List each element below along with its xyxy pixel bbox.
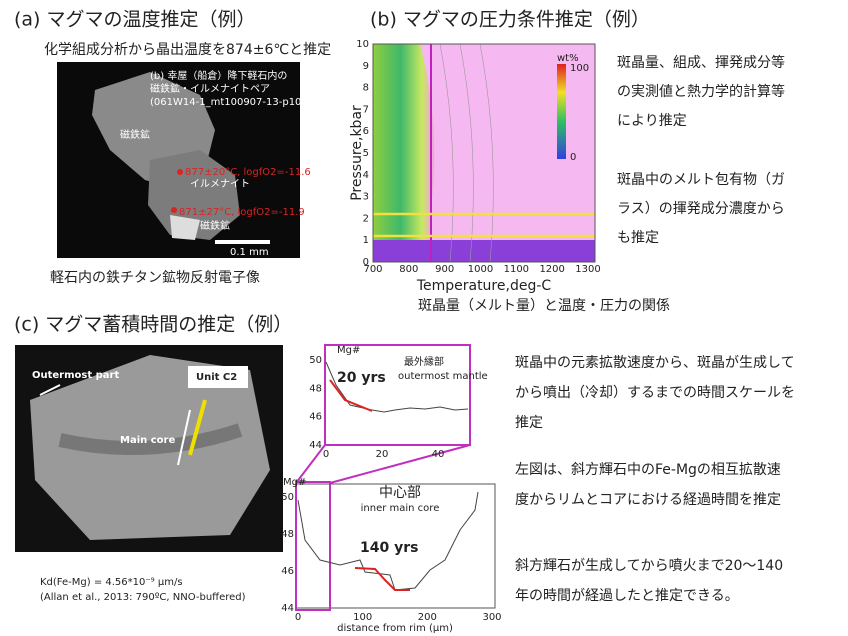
x-tick-label: 20 — [376, 449, 389, 460]
note-text: により推定 — [617, 113, 687, 129]
annotation: 20 yrs — [337, 370, 386, 386]
x-tick-label: 0 — [323, 449, 329, 460]
sem-image — [57, 62, 300, 258]
note-text: 斑晶量、組成、揮発成分等 — [617, 54, 785, 71]
image-label: 871±27°C, logfO2=-11.9 — [179, 207, 305, 218]
note-text: から噴出（冷却）するまでの時間スケールを — [515, 385, 795, 401]
zone-label: inner main core — [361, 503, 440, 514]
note-text: 斑晶中の元素拡散速度から、斑晶が生成して — [515, 355, 795, 371]
note-text: 年の時間が経過したと推定できる。 — [515, 588, 739, 604]
image-label: (061W14-1_mt100907-13-p10) — [150, 97, 305, 108]
note-text: の実測値と熱力学的計算等 — [617, 83, 785, 100]
y-tick-label: 44 — [309, 440, 322, 451]
y-tick-label: 6 — [363, 126, 369, 137]
image-label: Main core — [120, 435, 175, 446]
x-tick-label: 900 — [435, 264, 454, 275]
x-tick-label: 40 — [432, 449, 445, 460]
y-tick-label: 2 — [363, 213, 369, 224]
y-tick-label: 50 — [309, 355, 322, 366]
y-tick-label: 0 — [363, 257, 369, 268]
note-text: 推定 — [515, 415, 543, 431]
x-tick-label: 300 — [482, 612, 501, 623]
y-tick-label: 8 — [363, 83, 369, 94]
y-tick-label: 7 — [363, 104, 369, 115]
note-text: 左図は、斜方輝石中のFe-Mgの相互拡散速 — [515, 462, 781, 478]
image-label: イルメナイト — [190, 178, 250, 190]
kd-text: Kd(Fe-Mg) = 4.56*10⁻⁹ μm/s — [40, 577, 183, 588]
image-label: 磁鉄鉱 — [200, 219, 230, 232]
image-label: (b) 幸屋（船倉）降下軽石内の — [150, 69, 287, 82]
x-tick-label: 1000 — [468, 264, 493, 275]
y-tick-label: 44 — [281, 603, 294, 614]
y-tick-label: 48 — [281, 529, 294, 540]
x-tick-label: 200 — [418, 612, 437, 623]
note-text: も推定 — [617, 230, 659, 246]
zone-label: 最外縁部 — [404, 355, 444, 368]
note-text: 斑晶中のメルト包有物（ガ — [617, 172, 785, 188]
image-label: 磁鉄鉱 — [120, 128, 150, 141]
x-tick-label: 100 — [353, 612, 372, 623]
section-title: (a) マグマの温度推定（例） — [14, 9, 256, 31]
x-tick-label: 0 — [295, 612, 301, 623]
caption: 軽石内の鉄チタン鉱物反射電子像 — [50, 269, 260, 286]
y-tick-label: 4 — [363, 170, 369, 181]
y-axis-label: Pressure,kbar — [349, 105, 365, 201]
zone-label: 中心部 — [379, 485, 421, 501]
y-tick-label: 48 — [309, 383, 322, 394]
y-tick-label: 46 — [281, 566, 294, 577]
y-tick-label: 3 — [363, 192, 369, 203]
note-text: ラス）の揮発成分濃度から — [617, 201, 785, 217]
y-tick-label: 9 — [363, 61, 369, 72]
section-title: (b) マグマの圧力条件推定（例） — [370, 9, 650, 31]
image-label: Unit C2 — [196, 372, 237, 383]
colorbar-tick: 0 — [570, 152, 576, 163]
y-tick-label: 10 — [356, 39, 369, 50]
x-axis-label: Temperature,deg-C — [416, 278, 552, 294]
subtitle: 化学組成分析から晶出温度を874±6℃と推定 — [44, 42, 331, 58]
caption: 斑晶量（メルト量）と温度・圧力の関係 — [418, 298, 670, 314]
reference: (Allan et al., 2013: 790ºC, NNO-buffered… — [40, 592, 246, 603]
annotation: 140 yrs — [360, 540, 418, 556]
x-tick-label: 700 — [363, 264, 382, 275]
image-label: 0.1 mm — [230, 247, 269, 258]
phase-diagram — [372, 43, 596, 263]
colorbar-tick: 100 — [570, 63, 589, 74]
image-label: 877±20°C, logfO2=-11.6 — [185, 167, 311, 178]
y-tick-label: 5 — [363, 148, 369, 159]
x-tick-label: 1200 — [539, 264, 564, 275]
y-tick-label: 1 — [363, 235, 369, 246]
x-axis-label: distance from rim (μm) — [337, 623, 453, 634]
x-tick-label: 800 — [399, 264, 418, 275]
section-title: (c) マグマ蓄積時間の推定（例） — [14, 314, 292, 336]
image-label: 磁鉄鉱・イルメナイトペア — [150, 82, 270, 95]
sem-image — [15, 345, 283, 552]
image-label: Outermost part — [32, 370, 119, 381]
y-axis-label: Mg# — [337, 345, 360, 356]
x-tick-label: 1300 — [575, 264, 600, 275]
note-text: 度からリムとコアにおける経過時間を推定 — [515, 492, 781, 508]
note-text: 斜方輝石が生成してから噴火まで20～140 — [515, 558, 783, 574]
y-axis-label: Mg# — [283, 477, 306, 488]
y-tick-label: 46 — [309, 412, 322, 423]
colorbar-label: wt% — [557, 53, 579, 64]
zone-label: outermost mantle — [398, 371, 488, 382]
x-tick-label: 1100 — [504, 264, 529, 275]
y-tick-label: 50 — [281, 492, 294, 503]
profile-plots — [295, 344, 496, 611]
